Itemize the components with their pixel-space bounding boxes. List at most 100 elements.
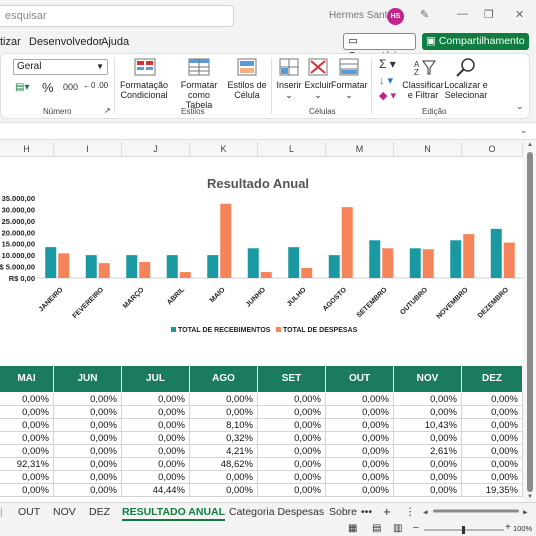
menu-item-tizar[interactable]: tizar	[0, 36, 21, 48]
insert-button[interactable]: Inserir ⌄	[273, 80, 305, 100]
table-cell[interactable]: 0,00%	[326, 406, 394, 419]
table-cell[interactable]: 0,00%	[326, 484, 394, 497]
column-header[interactable]: H	[0, 142, 54, 157]
search-box[interactable]: esquisar	[0, 5, 234, 27]
table-cell[interactable]: 0,00%	[54, 406, 122, 419]
bar-expenses[interactable]	[301, 267, 313, 278]
normal-view-icon[interactable]: ▦	[348, 523, 358, 534]
comments-button[interactable]: ▭ Comentários	[343, 33, 416, 62]
table-header-dez[interactable]: DEZ	[462, 366, 523, 392]
table-cell[interactable]: 0,00%	[258, 458, 326, 471]
minimize-icon[interactable]: —	[457, 8, 468, 20]
expand-formula-icon[interactable]: ⌄	[520, 125, 528, 135]
table-cell[interactable]: 48,62%	[190, 458, 258, 471]
column-header[interactable]: L	[258, 142, 326, 157]
horizontal-scrollbar[interactable]: ◀ ▶	[423, 508, 531, 514]
formula-bar[interactable]: ⌄	[0, 122, 536, 140]
table-cell[interactable]: 0,00%	[190, 484, 258, 497]
table-cell[interactable]: 0,00%	[122, 458, 190, 471]
table-cell[interactable]: 4,21%	[190, 445, 258, 458]
bar-receipts[interactable]	[328, 255, 340, 278]
table-cell[interactable]: 0,00%	[326, 393, 394, 406]
table-cell[interactable]: 0,00%	[122, 406, 190, 419]
bar-receipts[interactable]	[45, 247, 57, 278]
bar-receipts[interactable]	[126, 255, 138, 278]
zoom-slider[interactable]	[424, 526, 504, 534]
menu-item-help[interactable]: Ajuda	[101, 36, 130, 48]
percent-format-button[interactable]: %	[42, 80, 54, 95]
table-header-ago[interactable]: AGO	[190, 366, 258, 392]
decrease-decimal-icon[interactable]: .00	[97, 81, 109, 90]
scroll-down-icon[interactable]: ▼	[527, 494, 533, 500]
bar-expenses[interactable]	[58, 253, 70, 278]
column-header[interactable]: O	[462, 142, 523, 157]
bar-expenses[interactable]	[463, 234, 475, 278]
table-cell[interactable]: 0,00%	[122, 432, 190, 445]
table-cell[interactable]: 0,00%	[0, 406, 54, 419]
table-cell[interactable]: 0,00%	[54, 419, 122, 432]
table-cell[interactable]: 0,00%	[54, 484, 122, 497]
table-cell[interactable]: 0,00%	[394, 471, 462, 484]
tab-out[interactable]: OUT	[18, 506, 41, 518]
table-cell[interactable]: 0,00%	[190, 406, 258, 419]
scrollbar-thumb[interactable]	[527, 152, 533, 492]
bar-expenses[interactable]	[260, 272, 272, 278]
table-header-jul[interactable]: JUL	[122, 366, 190, 392]
table-cell[interactable]: 2,61%	[394, 445, 462, 458]
table-cell[interactable]: 0,00%	[122, 471, 190, 484]
table-header-out[interactable]: OUT	[326, 366, 394, 392]
table-cell[interactable]: 0,00%	[122, 419, 190, 432]
table-cell[interactable]: 44,44%	[122, 484, 190, 497]
restore-icon[interactable]: ❐	[484, 9, 494, 21]
bar-expenses[interactable]	[98, 263, 110, 278]
clear-eraser-icon[interactable]: ◆ ▾	[379, 90, 397, 102]
table-header-jun[interactable]: JUN	[54, 366, 122, 392]
page-layout-icon[interactable]: ▤	[372, 523, 382, 534]
bar-receipts[interactable]	[166, 255, 178, 278]
sheet-options-icon[interactable]: ⋮	[405, 506, 416, 518]
bar-expenses[interactable]	[179, 272, 191, 278]
bar-receipts[interactable]	[409, 248, 421, 278]
bar-receipts[interactable]	[450, 240, 462, 278]
table-cell[interactable]: 0,00%	[54, 445, 122, 458]
zoom-out-icon[interactable]: –	[413, 522, 419, 533]
table-cell[interactable]: 0,00%	[258, 432, 326, 445]
table-cell[interactable]: 0,00%	[462, 419, 523, 432]
table-cell[interactable]: 10,43%	[394, 419, 462, 432]
bar-receipts[interactable]	[247, 248, 259, 278]
bar-expenses[interactable]	[422, 249, 434, 278]
table-cell[interactable]: 0,00%	[122, 445, 190, 458]
page-break-icon[interactable]: ▥	[393, 523, 403, 534]
table-cell[interactable]: 0,00%	[326, 471, 394, 484]
table-cell[interactable]: 0,00%	[0, 419, 54, 432]
table-cell[interactable]: 0,00%	[462, 471, 523, 484]
bar-receipts[interactable]	[85, 255, 97, 278]
bar-receipts[interactable]	[369, 240, 381, 278]
table-cell[interactable]: 0,00%	[190, 393, 258, 406]
table-cell[interactable]: 0,00%	[0, 471, 54, 484]
column-header[interactable]: M	[326, 142, 394, 157]
table-cell[interactable]: 0,00%	[258, 419, 326, 432]
autosum-icon[interactable]: Σ ▾	[379, 57, 396, 71]
collapse-ribbon-icon[interactable]: ⌄	[516, 101, 524, 111]
table-cell[interactable]: 0,00%	[258, 406, 326, 419]
table-cell[interactable]: 0,00%	[0, 445, 54, 458]
bar-expenses[interactable]	[382, 248, 394, 278]
table-cell[interactable]: 0,00%	[462, 458, 523, 471]
table-header-nov[interactable]: NOV	[394, 366, 462, 392]
table-cell[interactable]: 0,00%	[258, 393, 326, 406]
currency-format-icon[interactable]: ▤▾	[15, 82, 30, 93]
table-cell[interactable]: 0,00%	[394, 458, 462, 471]
tab-resultado-anual[interactable]: RESULTADO ANUAL	[122, 506, 226, 521]
table-cell[interactable]: 0,00%	[394, 484, 462, 497]
table-cell[interactable]: 0,00%	[258, 484, 326, 497]
close-icon[interactable]: ✕	[515, 9, 525, 21]
table-cell[interactable]: 0,00%	[54, 432, 122, 445]
table-cell[interactable]: 0,00%	[0, 432, 54, 445]
table-header-mai[interactable]: MAI	[0, 366, 54, 392]
bar-expenses[interactable]	[341, 207, 353, 278]
table-cell[interactable]: 92,31%	[0, 458, 54, 471]
tab-categoria-despesas[interactable]: Categoria Despesas	[229, 506, 325, 518]
bar-receipts[interactable]	[207, 255, 219, 278]
user-name[interactable]: Hermes Santos	[329, 10, 398, 21]
